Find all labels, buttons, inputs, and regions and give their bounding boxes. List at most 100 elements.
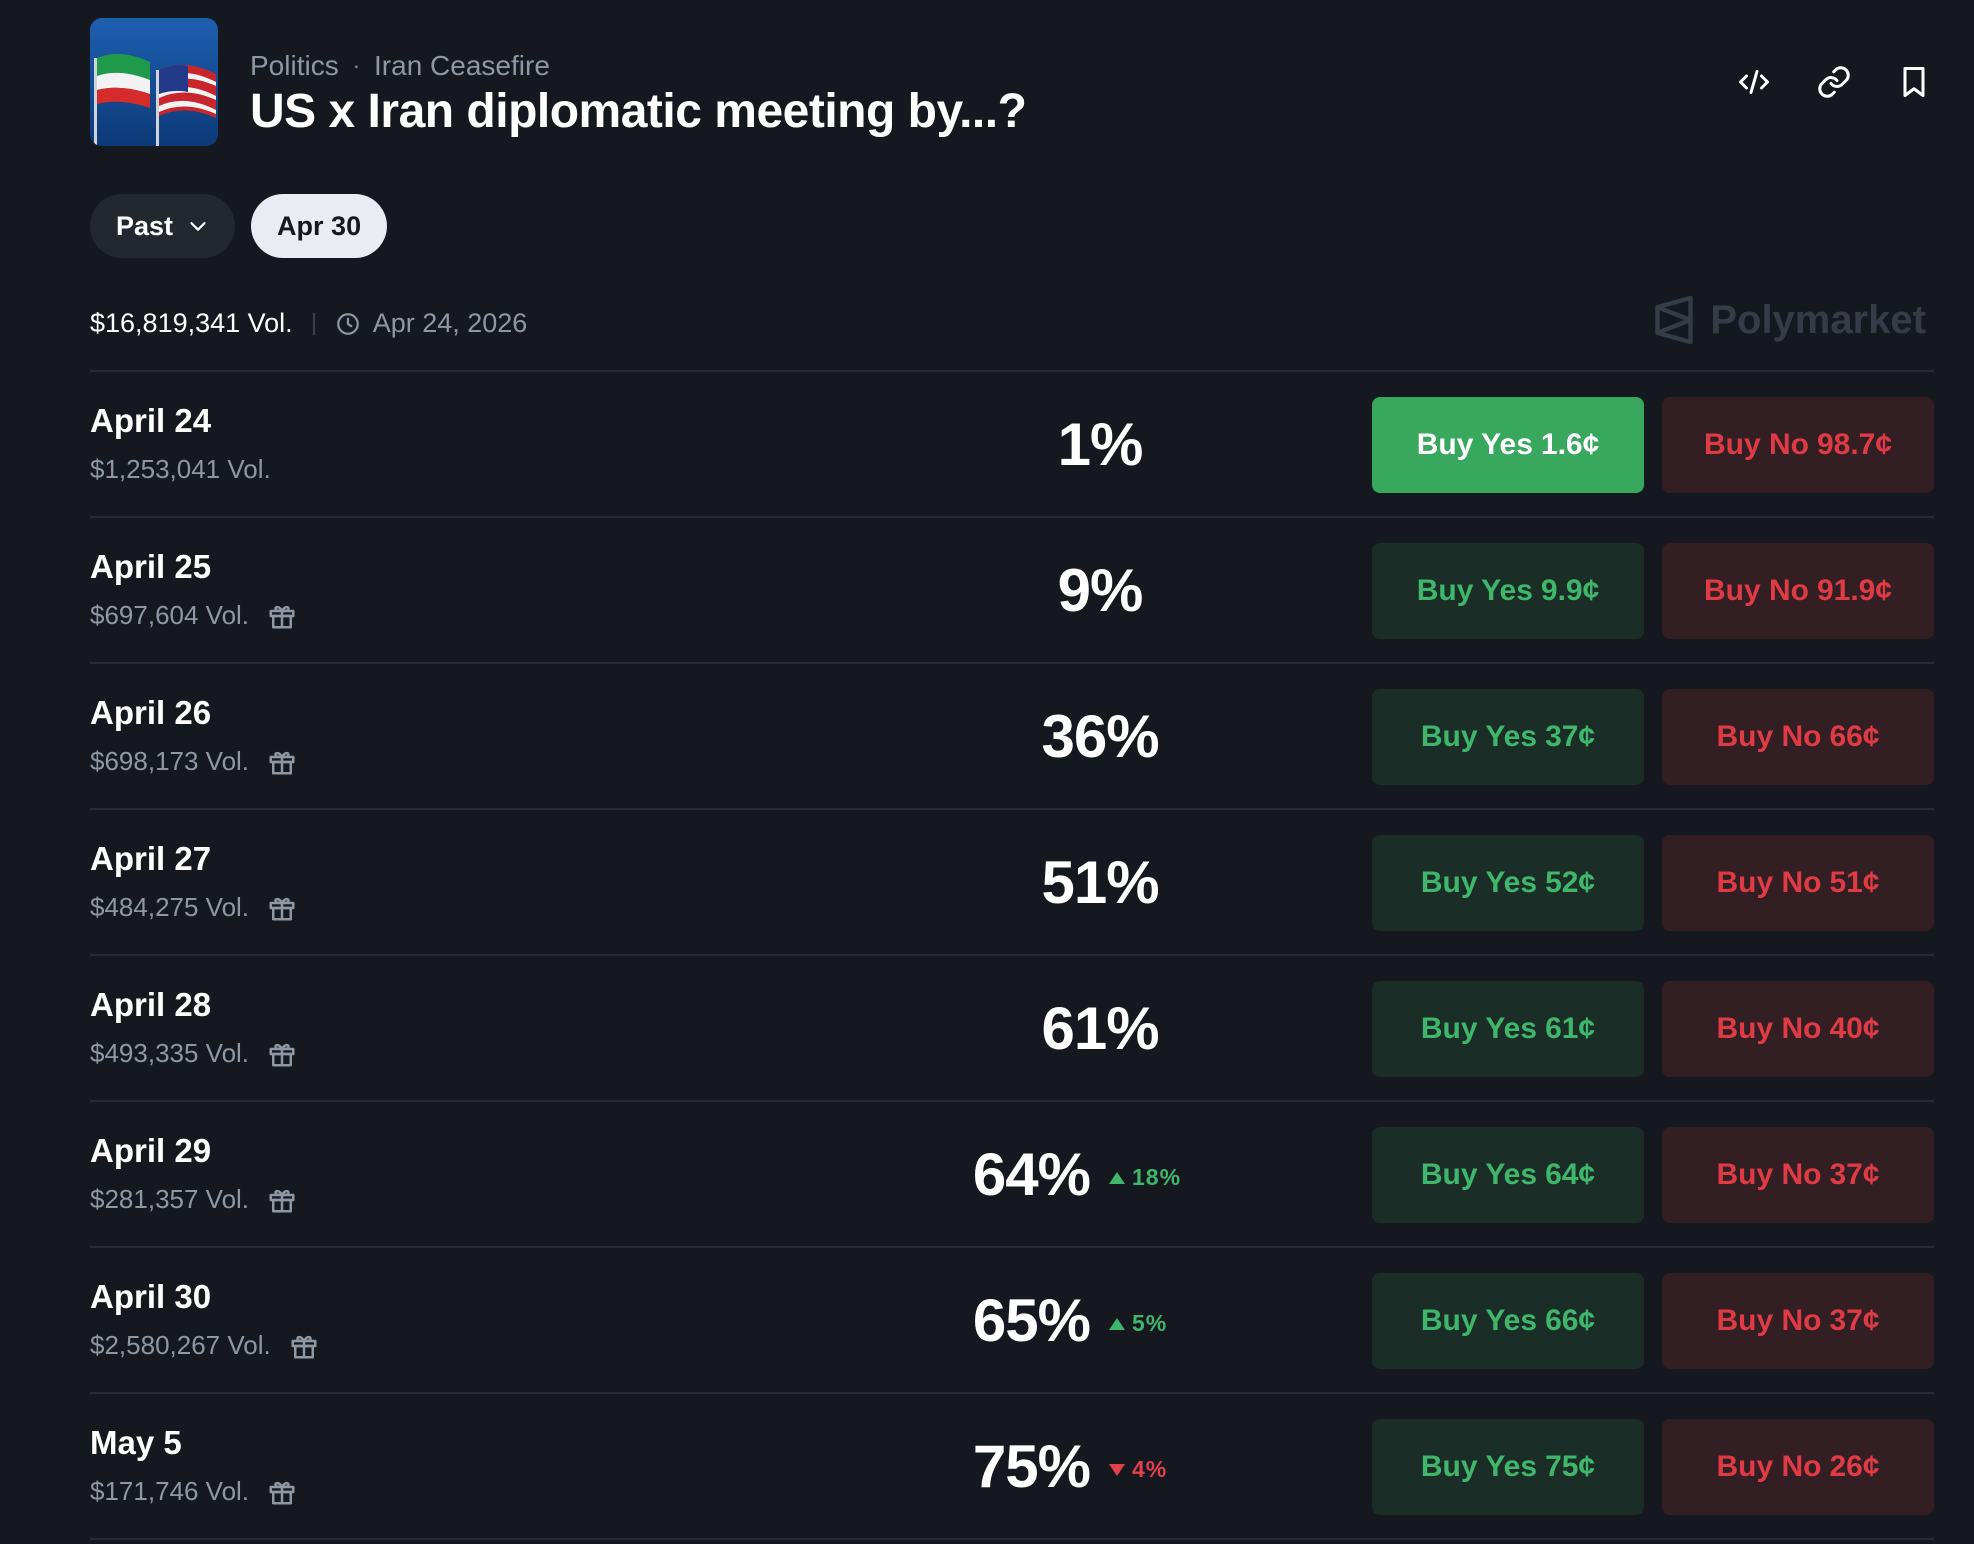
buy-no-button[interactable]: Buy No 40¢	[1662, 981, 1934, 1077]
gift-icon[interactable]	[267, 601, 297, 631]
outcome-label: May 5	[90, 1424, 182, 1461]
outcome-row[interactable]: April 24 $1,253,041 Vol. 1% Buy Yes 1.6¢…	[90, 372, 1934, 518]
clock-icon	[336, 312, 359, 335]
breadcrumb-category[interactable]: Politics	[250, 50, 339, 81]
buy-no-price: 98.7¢	[1816, 428, 1893, 461]
outcome-volume: $1,253,041 Vol.	[90, 454, 271, 485]
outcome-volume: $2,580,267 Vol.	[90, 1330, 319, 1361]
buy-no-label: Buy No	[1716, 1450, 1822, 1483]
end-date: Apr 24, 2026	[335, 308, 527, 339]
outcome-row[interactable]: May 5 $171,746 Vol. 75% 4% Buy Yes 75¢ B…	[90, 1394, 1934, 1540]
outcome-label: April 25	[90, 548, 212, 585]
bookmark-icon	[1903, 67, 1925, 97]
past-dropdown-label: Past	[116, 210, 174, 241]
arrow-up-icon	[1109, 1171, 1125, 1184]
brand-watermark: Polymarket	[1652, 296, 1926, 344]
probability-change-value: 5%	[1132, 1310, 1168, 1336]
buy-yes-label: Buy Yes	[1420, 866, 1538, 899]
breadcrumb-subcategory[interactable]: Iran Ceasefire	[374, 50, 550, 81]
outcome-row[interactable]: April 27 $484,275 Vol. 51% Buy Yes 52¢ B…	[90, 810, 1934, 956]
outcome-label: April 28	[90, 986, 212, 1023]
market-meta: $16,819,341 Vol. Apr 24, 2026	[90, 308, 527, 339]
buy-no-label: Buy No	[1716, 1012, 1822, 1045]
header-actions	[1734, 62, 1934, 102]
outcome-row[interactable]: April 29 $281,357 Vol. 64% 18% Buy Yes 6…	[90, 1102, 1934, 1248]
outcome-volume-text: $2,580,267 Vol.	[90, 1330, 271, 1360]
buy-no-button[interactable]: Buy No 66¢	[1662, 689, 1934, 785]
polymarket-logo-icon	[1655, 296, 1694, 344]
buy-yes-button[interactable]: Buy Yes 75¢	[1372, 1419, 1644, 1515]
market-thumbnail	[90, 18, 218, 146]
embed-button[interactable]	[1734, 62, 1774, 102]
buy-yes-price: 37¢	[1545, 720, 1596, 753]
gift-icon[interactable]	[267, 893, 297, 923]
outcome-row[interactable]: April 28 $493,335 Vol. 61% Buy Yes 61¢ B…	[90, 956, 1934, 1102]
bookmark-button[interactable]	[1894, 62, 1934, 102]
buy-no-button[interactable]: Buy No 26¢	[1662, 1419, 1934, 1515]
outcome-volume: $493,335 Vol.	[90, 1038, 297, 1069]
buy-yes-button[interactable]: Buy Yes 1.6¢	[1372, 397, 1644, 493]
total-volume: $16,819,341 Vol.	[90, 308, 293, 338]
buy-no-price: 37¢	[1829, 1158, 1880, 1191]
outcome-row[interactable]: April 30 $2,580,267 Vol. 65% 5% Buy Yes …	[90, 1248, 1934, 1394]
buy-yes-label: Buy Yes	[1416, 574, 1533, 607]
outcome-volume-text: $171,746 Vol.	[90, 1476, 250, 1506]
gift-icon[interactable]	[267, 1185, 297, 1215]
buy-no-label: Buy No	[1716, 1158, 1822, 1191]
buy-yes-price: 61¢	[1545, 1012, 1596, 1045]
buy-yes-button[interactable]: Buy Yes 37¢	[1372, 689, 1644, 785]
buy-yes-label: Buy Yes	[1420, 720, 1538, 753]
meta-divider	[312, 312, 315, 335]
outcome-volume-text: $1,253,041 Vol.	[90, 454, 271, 484]
buy-no-button[interactable]: Buy No 51¢	[1662, 835, 1934, 931]
buy-no-button[interactable]: Buy No 37¢	[1662, 1127, 1934, 1223]
outcome-probability: 1%	[1057, 411, 1144, 478]
buy-yes-label: Buy Yes	[1420, 1012, 1538, 1045]
date-chip-selected[interactable]: Apr 30	[251, 194, 388, 258]
buy-no-button[interactable]: Buy No 98.7¢	[1662, 397, 1934, 493]
gift-icon[interactable]	[267, 1039, 297, 1069]
buy-no-price: 37¢	[1829, 1304, 1880, 1337]
outcome-label: April 24	[90, 402, 212, 439]
arrow-down-icon	[1109, 1463, 1125, 1476]
buy-no-label: Buy No	[1703, 574, 1809, 607]
outcome-probability-area: 1%	[940, 372, 1260, 516]
buy-yes-button[interactable]: Buy Yes 61¢	[1372, 981, 1644, 1077]
copy-link-button[interactable]	[1814, 62, 1854, 102]
buy-yes-price: 52¢	[1545, 866, 1596, 899]
outcome-probability: 61%	[1041, 995, 1159, 1062]
outcome-volume: $697,604 Vol.	[90, 600, 297, 631]
gift-icon[interactable]	[289, 1331, 319, 1361]
market-header: Politics · Iran Ceasefire US x Iran dipl…	[90, 18, 1934, 146]
outcome-volume-text: $484,275 Vol.	[90, 892, 250, 922]
past-dropdown[interactable]: Past	[90, 194, 236, 258]
probability-change-value: 18%	[1132, 1164, 1182, 1190]
outcome-probability-area: 9%	[940, 518, 1260, 662]
buy-yes-button[interactable]: Buy Yes 52¢	[1372, 835, 1644, 931]
buy-yes-button[interactable]: Buy Yes 66¢	[1372, 1273, 1644, 1369]
outcome-volume: $484,275 Vol.	[90, 892, 297, 923]
list-top-divider	[90, 370, 1934, 372]
outcome-probability-area: 51%	[940, 810, 1260, 954]
buy-yes-price: 75¢	[1545, 1450, 1596, 1483]
outcome-probability: 36%	[1041, 703, 1159, 770]
buy-no-label: Buy No	[1716, 866, 1822, 899]
buy-no-button[interactable]: Buy No 37¢	[1662, 1273, 1934, 1369]
buy-no-button[interactable]: Buy No 91.9¢	[1662, 543, 1934, 639]
outcome-probability-area: 75% 4%	[940, 1394, 1260, 1538]
buy-yes-price: 64¢	[1545, 1158, 1596, 1191]
buy-yes-button[interactable]: Buy Yes 64¢	[1372, 1127, 1644, 1223]
probability-change-value: 4%	[1132, 1456, 1168, 1482]
gift-icon[interactable]	[267, 1477, 297, 1507]
brand-name: Polymarket	[1710, 297, 1926, 342]
outcome-list: April 24 $1,253,041 Vol. 1% Buy Yes 1.6¢…	[90, 370, 1934, 1540]
buy-yes-button[interactable]: Buy Yes 9.9¢	[1372, 543, 1644, 639]
link-icon	[1818, 66, 1850, 98]
gift-icon[interactable]	[267, 747, 297, 777]
outcome-row[interactable]: April 25 $697,604 Vol. 9% Buy Yes 9.9¢ B…	[90, 518, 1934, 664]
outcome-row[interactable]: April 26 $698,173 Vol. 36% Buy Yes 37¢ B…	[90, 664, 1934, 810]
buy-yes-label: Buy Yes	[1420, 1304, 1538, 1337]
breadcrumb: Politics · Iran Ceasefire	[250, 50, 550, 82]
outcome-volume-text: $698,173 Vol.	[90, 746, 250, 776]
